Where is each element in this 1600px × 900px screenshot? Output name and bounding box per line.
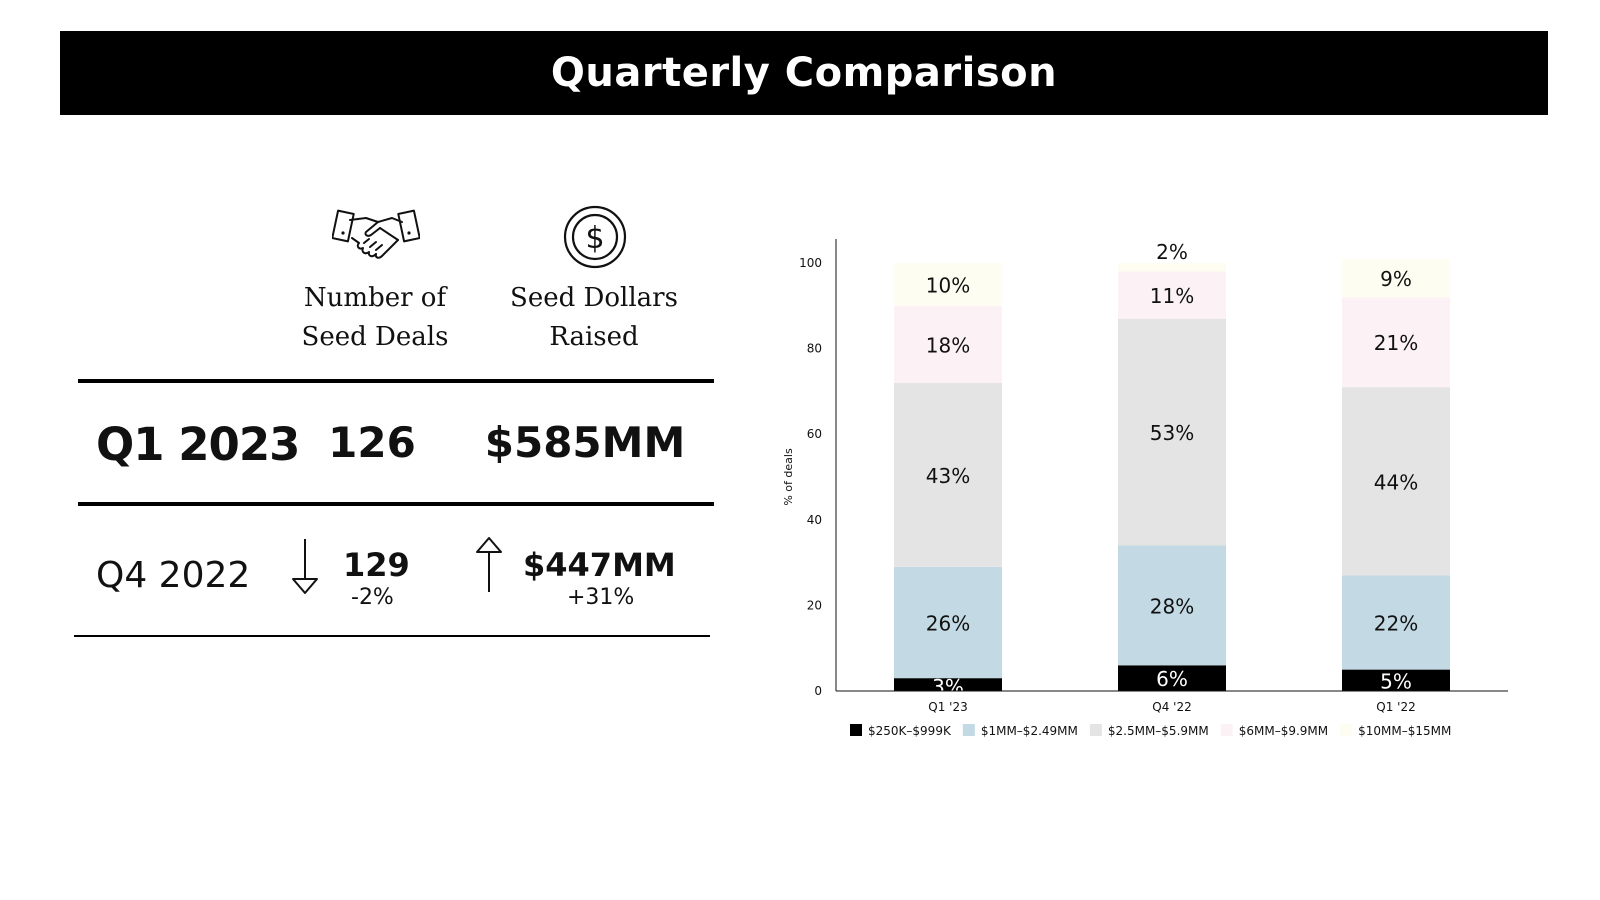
data-label: 53%	[1150, 421, 1194, 445]
arrow-up-icon	[476, 537, 502, 592]
data-label: 44%	[1374, 470, 1418, 494]
y-axis-label: % of deals	[782, 448, 795, 506]
bar-segment	[894, 566, 1002, 679]
data-label: 3%	[932, 675, 964, 699]
bar-segment	[1118, 545, 1226, 666]
y-tick-label: 100	[799, 256, 822, 270]
y-tick-label: 40	[807, 513, 822, 527]
y-tick-label: 0	[814, 684, 822, 698]
bar-segment	[1118, 665, 1226, 691]
title-bar: Quarterly Comparison	[60, 31, 1548, 115]
dollars-change: +31%	[567, 585, 635, 610]
data-label: 22%	[1374, 612, 1418, 636]
bar-segment	[894, 382, 1002, 567]
data-label: 2%	[1156, 240, 1188, 264]
data-label: 26%	[926, 612, 970, 636]
previous-dollars-value: $447MM	[523, 546, 676, 584]
current-dollars-value: $585MM	[484, 418, 686, 467]
deal-size-stacked-bar-chart: 3% 26% 43% 18% 10% Q1 '23 6% 28% 53% 11% 2% Q4 '22 5…	[782, 239, 1508, 738]
y-tick-label: 20	[807, 598, 822, 612]
top-rule	[78, 379, 714, 383]
legend-entry: $6MM–$9.9MM	[1239, 724, 1328, 738]
middle-rule	[78, 502, 714, 506]
bar-segment	[1342, 258, 1450, 298]
bar-segment	[1342, 575, 1450, 670]
legend-swatch	[1220, 724, 1233, 736]
bottom-rule	[74, 635, 710, 637]
data-label: 11%	[1150, 284, 1194, 308]
x-tick-label: Q1 '22	[1376, 700, 1415, 714]
deals-column-header: Number of Seed Deals	[265, 279, 485, 357]
y-tick-label: 60	[807, 427, 822, 441]
legend-swatch	[1340, 724, 1353, 736]
bar-segment	[1118, 318, 1226, 546]
dollars-header-line-2: Raised	[549, 322, 639, 352]
bar-segment	[1342, 297, 1450, 388]
bar-segment	[1118, 271, 1226, 319]
dollar-coin-icon: $	[563, 205, 627, 269]
arrow-down-icon	[292, 539, 318, 594]
deals-header-line-1: Number of	[303, 283, 447, 313]
y-tick-label: 80	[807, 342, 822, 356]
previous-deals-value: 129	[343, 546, 410, 584]
previous-quarter-label: Q4 2022	[96, 555, 251, 596]
legend-entry: $250K–$999K	[868, 724, 952, 738]
legend-swatch	[962, 724, 975, 736]
x-tick-label: Q1 '23	[928, 700, 967, 714]
legend-entry: $1MM–$2.49MM	[981, 724, 1078, 738]
handshake-icon	[332, 209, 420, 259]
svg-text:$: $	[585, 221, 604, 256]
current-quarter-label: Q1 2023	[96, 418, 300, 471]
page-title: Quarterly Comparison	[550, 50, 1058, 96]
data-label: 10%	[926, 273, 970, 297]
legend-entry: $2.5MM–$5.9MM	[1108, 724, 1209, 738]
deals-header-line-2: Seed Deals	[301, 322, 449, 352]
bar-segment	[1118, 263, 1226, 272]
data-label: 5%	[1380, 669, 1412, 693]
legend-entry: $10MM–$15MM	[1358, 724, 1451, 738]
deals-change: -2%	[351, 585, 394, 610]
legend-swatch	[850, 724, 862, 736]
data-label: 9%	[1380, 267, 1412, 291]
legend-swatch	[1089, 724, 1102, 736]
bar-segment	[894, 678, 1002, 691]
bar-segment	[894, 305, 1002, 383]
dollars-column-header: Seed Dollars Raised	[484, 279, 704, 357]
data-label: 43%	[926, 464, 970, 488]
x-tick-label: Q4 '22	[1152, 700, 1191, 714]
data-label: 6%	[1156, 667, 1188, 691]
data-label: 18%	[926, 333, 970, 357]
data-label: 21%	[1374, 331, 1418, 355]
data-label: 28%	[1150, 594, 1194, 618]
bar-segment	[1342, 387, 1450, 576]
current-deals-value: 126	[328, 418, 416, 467]
bar-segment	[1342, 669, 1450, 691]
dollars-header-line-1: Seed Dollars	[510, 283, 678, 313]
bar-segment	[894, 263, 1002, 306]
